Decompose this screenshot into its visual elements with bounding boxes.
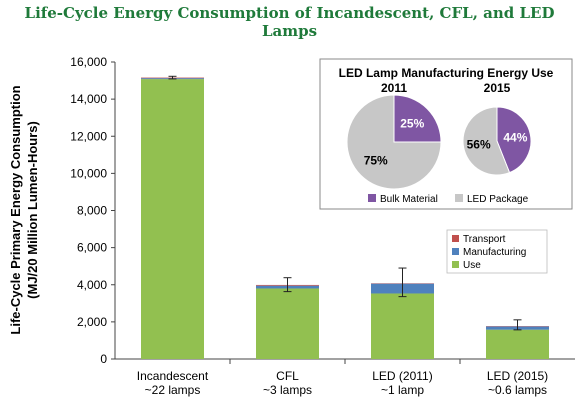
y-tick-label: 0 [100, 352, 107, 366]
pie-legend-swatch-package [455, 194, 463, 202]
pie-inset: LED Lamp Manufacturing Energy Use 2011 2… [319, 58, 573, 210]
y-ticks: 0 2,000 4,000 6,000 8,000 10,000 12,000 14,000 1… [70, 55, 115, 366]
pie-slice-bulk-material [393, 94, 442, 143]
bar-legend: Transport Manufacturing Use [446, 229, 548, 274]
pie-slice-led-package [462, 106, 511, 176]
legend-label-use: Use [463, 260, 481, 271]
pie-slice-led-package [346, 94, 442, 190]
bar-use [371, 293, 434, 359]
pie-slice-label: 56% [467, 138, 491, 152]
y-tick-label: 16,000 [70, 55, 107, 69]
x-tick-label: LED (2011) [372, 369, 432, 383]
bar-use [256, 288, 319, 359]
legend-swatch-manufacturing [452, 248, 459, 255]
bar-use [486, 329, 549, 359]
y-tick-label: 4,000 [77, 278, 107, 292]
pie-legend-label-package: LED Package [467, 194, 529, 205]
pie-slice-label: 75% [364, 153, 388, 167]
y-axis-label-line1: Life-Cycle Primary Energy Consumption [8, 85, 23, 334]
x-tick-label: CFL [276, 369, 299, 383]
y-tick-label: 2,000 [77, 315, 107, 329]
legend-swatch-transport [452, 235, 459, 242]
pie-slice-label: 25% [400, 117, 424, 131]
bars [141, 77, 549, 359]
page-title: Life-Cycle Energy Consumption of Incande… [24, 4, 555, 40]
x-tick-labels: Incandescent~22 lamps CFL~3 lamps LED (201… [137, 359, 548, 397]
x-tick-label: Incandescent [137, 369, 209, 383]
pie-inset-title: LED Lamp Manufacturing Energy Use [339, 66, 554, 80]
pie-title-2015: 2015 [484, 81, 511, 95]
pie-slice-bulk-material [496, 106, 532, 174]
legend-swatch-use [452, 261, 459, 268]
x-tick-label: LED (2015) [487, 369, 548, 383]
y-tick-label: 6,000 [77, 241, 107, 255]
y-tick-label: 14,000 [70, 92, 107, 106]
pie-legend-label-bulk: Bulk Material [380, 194, 438, 205]
y-tick-label: 12,000 [70, 129, 107, 143]
pie-title-2011: 2011 [381, 81, 407, 95]
x-tick-label: ~1 lamp [381, 383, 424, 397]
legend-label-transport: Transport [463, 234, 506, 245]
pies: 25% 75% 44% 56% [346, 94, 532, 190]
legend-label-manufacturing: Manufacturing [463, 247, 526, 258]
y-tick-label: 10,000 [70, 166, 107, 180]
y-tick-label: 8,000 [77, 204, 107, 218]
x-tick-label: ~3 lamps [263, 383, 312, 397]
pie-slice-label: 44% [503, 130, 527, 144]
bar-use [141, 79, 204, 359]
error-bars [168, 75, 522, 331]
x-tick-label: ~22 lamps [145, 383, 201, 397]
y-axis-label-line2: (MJ/20 Million Lumen-Hours) [25, 121, 40, 299]
pie-legend-swatch-bulk [368, 194, 376, 202]
x-tick-label: ~0.6 lamps [488, 383, 547, 397]
